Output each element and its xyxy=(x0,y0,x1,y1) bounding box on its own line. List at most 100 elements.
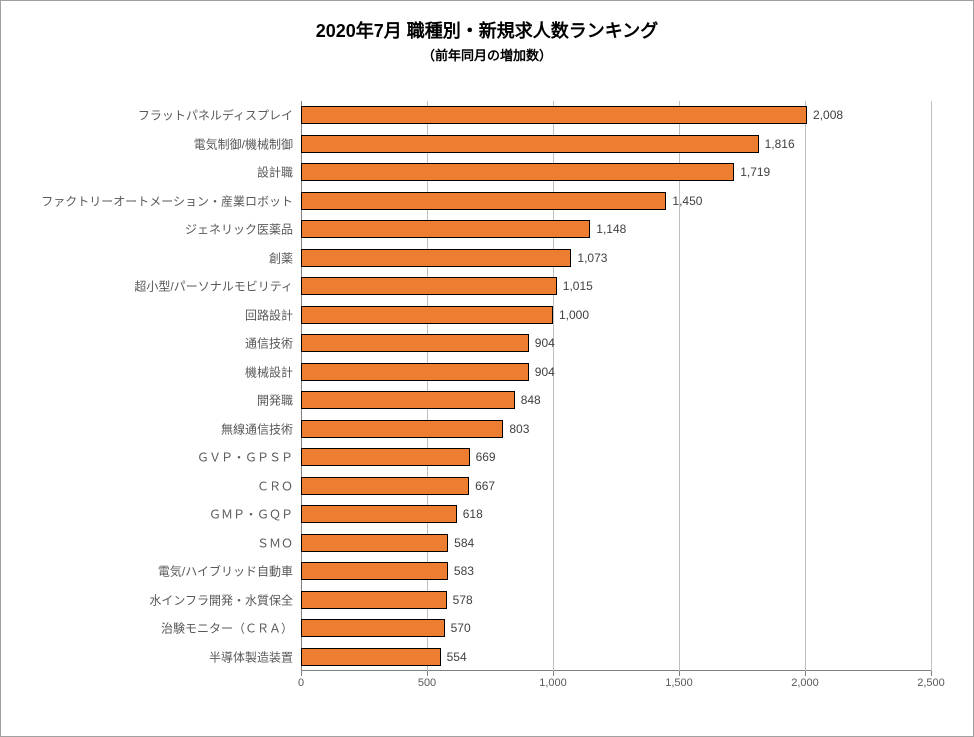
category-label: 治験モニター（ＣＲＡ） xyxy=(161,620,293,637)
bar xyxy=(301,135,759,153)
category-label: 電気/ハイブリッド自動車 xyxy=(158,563,293,580)
bar-value-label: 1,073 xyxy=(577,251,607,265)
bar-row: 1,000回路設計 xyxy=(301,306,553,324)
gridline xyxy=(931,101,932,671)
bar-value-label: 1,015 xyxy=(563,279,593,293)
category-label: 通信技術 xyxy=(245,335,293,352)
category-label: ＣＲＯ xyxy=(257,477,293,494)
bar-row: 669ＧＶＰ・ＧＰＳＰ xyxy=(301,448,470,466)
category-label: 水インフラ開発・水質保全 xyxy=(149,591,293,608)
bar-row: 1,148ジェネリック医薬品 xyxy=(301,220,590,238)
x-tick-mark xyxy=(427,671,428,676)
bar xyxy=(301,277,557,295)
bar xyxy=(301,619,445,637)
bar xyxy=(301,163,734,181)
gridline xyxy=(679,101,680,671)
bar-row: 570治験モニター（ＣＲＡ） xyxy=(301,619,445,637)
bar-value-label: 1,000 xyxy=(559,308,589,322)
bar xyxy=(301,249,571,267)
category-label: 半導体製造装置 xyxy=(209,648,293,665)
category-label: ＧＭＰ・ＧＱＰ xyxy=(209,506,293,523)
bar xyxy=(301,448,470,466)
category-label: 回路設計 xyxy=(245,306,293,323)
bar xyxy=(301,591,447,609)
x-tick-mark xyxy=(805,671,806,676)
x-tick-label: 1,000 xyxy=(539,677,567,689)
bar-value-label: 904 xyxy=(535,365,555,379)
bar-value-label: 1,148 xyxy=(596,222,626,236)
category-label: ＳＭＯ xyxy=(257,534,293,551)
category-label: 超小型/パーソナルモビリティ xyxy=(134,278,293,295)
bar xyxy=(301,220,590,238)
category-label: 設計職 xyxy=(257,164,293,181)
bar-row: 578水インフラ開発・水質保全 xyxy=(301,591,447,609)
bar xyxy=(301,363,529,381)
x-tick-label: 500 xyxy=(418,677,436,689)
bar-value-label: 584 xyxy=(454,536,474,550)
bar-value-label: 669 xyxy=(476,450,496,464)
category-label: 機械設計 xyxy=(245,363,293,380)
bar-value-label: 803 xyxy=(509,422,529,436)
gridline xyxy=(805,101,806,671)
bar xyxy=(301,505,457,523)
bar-row: 1,450ファクトリーオートメーション・産業ロボット xyxy=(301,192,666,210)
bar-value-label: 578 xyxy=(453,593,473,607)
bar xyxy=(301,106,807,124)
bar-row: 1,073創薬 xyxy=(301,249,571,267)
bar-row: 2,008フラットパネルディスプレイ xyxy=(301,106,807,124)
chart-container: 2020年7月 職種別・新規求人数ランキング （前年同月の増加数） 05001,… xyxy=(0,0,974,737)
bar xyxy=(301,648,441,666)
bar-row: 1,719設計職 xyxy=(301,163,734,181)
y-axis-line xyxy=(301,101,302,671)
category-label: 電気制御/機械制御 xyxy=(194,135,293,152)
bar-value-label: 1,816 xyxy=(765,137,795,151)
chart-subtitle: （前年同月の増加数） xyxy=(1,45,973,64)
bar-row: 1,816電気制御/機械制御 xyxy=(301,135,759,153)
bar xyxy=(301,562,448,580)
bar-row: 583電気/ハイブリッド自動車 xyxy=(301,562,448,580)
x-tick-label: 2,000 xyxy=(791,677,819,689)
bar-row: 618ＧＭＰ・ＧＱＰ xyxy=(301,505,457,523)
x-axis-line xyxy=(301,670,931,671)
bar xyxy=(301,334,529,352)
bar-row: 584ＳＭＯ xyxy=(301,534,448,552)
bar-row: 848開発職 xyxy=(301,391,515,409)
bar-value-label: 570 xyxy=(451,621,471,635)
x-tick-mark xyxy=(301,671,302,676)
category-label: 創薬 xyxy=(269,249,293,266)
bar-value-label: 554 xyxy=(447,650,467,664)
bar-row: 667ＣＲＯ xyxy=(301,477,469,495)
gridline xyxy=(427,101,428,671)
bar-value-label: 1,719 xyxy=(740,165,770,179)
bar xyxy=(301,306,553,324)
bar-row: 803無線通信技術 xyxy=(301,420,503,438)
plot-area: 05001,0001,5002,0002,5002,008フラットパネルディスプ… xyxy=(301,101,931,671)
bar-row: 1,015超小型/パーソナルモビリティ xyxy=(301,277,557,295)
category-label: 無線通信技術 xyxy=(221,420,293,437)
bar xyxy=(301,477,469,495)
x-tick-mark xyxy=(553,671,554,676)
bar xyxy=(301,420,503,438)
bar xyxy=(301,391,515,409)
bar-value-label: 904 xyxy=(535,336,555,350)
bar-value-label: 2,008 xyxy=(813,108,843,122)
bar-value-label: 583 xyxy=(454,564,474,578)
category-label: フラットパネルディスプレイ xyxy=(138,107,293,124)
category-label: ＧＶＰ・ＧＰＳＰ xyxy=(197,449,293,466)
bar-row: 904機械設計 xyxy=(301,363,529,381)
bar-value-label: 1,450 xyxy=(672,194,702,208)
bar-value-label: 848 xyxy=(521,393,541,407)
gridline xyxy=(553,101,554,671)
category-label: ジェネリック医薬品 xyxy=(185,221,293,238)
bar xyxy=(301,534,448,552)
bar-row: 554半導体製造装置 xyxy=(301,648,441,666)
category-label: ファクトリーオートメーション・産業ロボット xyxy=(41,192,293,209)
bar xyxy=(301,192,666,210)
x-tick-label: 2,500 xyxy=(917,677,945,689)
x-tick-mark xyxy=(931,671,932,676)
bar-value-label: 618 xyxy=(463,507,483,521)
x-tick-mark xyxy=(679,671,680,676)
category-label: 開発職 xyxy=(257,392,293,409)
bar-row: 904通信技術 xyxy=(301,334,529,352)
x-tick-label: 1,500 xyxy=(665,677,693,689)
